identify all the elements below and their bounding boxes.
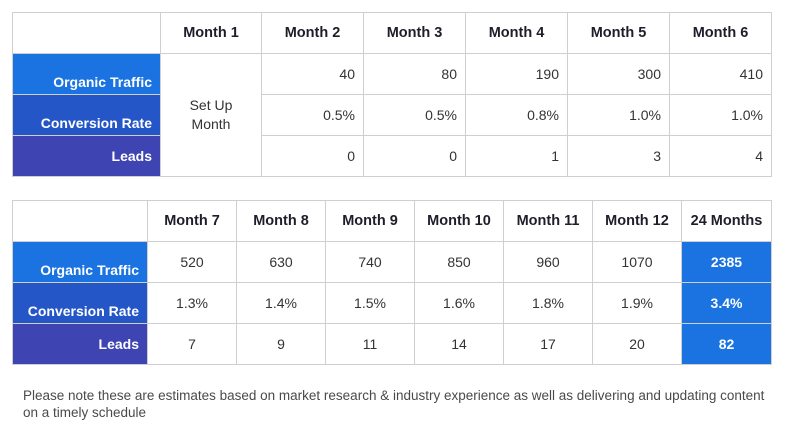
corner-cell: [12, 200, 148, 242]
corner-cell: [12, 12, 161, 54]
total-cell: 2385: [681, 241, 772, 283]
table-header-row: Month 1 Month 2 Month 3 Month 4 Month 5 …: [12, 12, 772, 54]
cell-value: 850: [414, 241, 504, 283]
cell-value: 80: [363, 53, 466, 95]
setup-month-cell: Set Up Month: [160, 53, 262, 177]
cell-value: 20: [592, 323, 682, 365]
cell-value: 0.5%: [261, 94, 364, 136]
header-month-11: Month 11: [503, 200, 593, 242]
header-month-6: Month 6: [669, 12, 772, 54]
cell-value: 960: [503, 241, 593, 283]
row-label-organic-traffic: Organic Traffic: [12, 53, 161, 95]
header-month-7: Month 7: [147, 200, 237, 242]
cell-value: 1.3%: [147, 282, 237, 324]
total-cell: 82: [681, 323, 772, 365]
row-label-conversion-rate: Conversion Rate: [12, 94, 161, 136]
cell-value: 410: [669, 53, 772, 95]
header-month-5: Month 5: [567, 12, 670, 54]
estimate-disclaimer: Please note these are estimates based on…: [23, 388, 765, 420]
header-month-2: Month 2: [261, 12, 364, 54]
table-row: Organic Traffic Set Up Month 40 80 190 3…: [12, 53, 772, 177]
cell-value: 4: [669, 135, 772, 177]
header-month-10: Month 10: [414, 200, 504, 242]
cell-value: 0: [261, 135, 364, 177]
table-row: Organic Traffic 520 630 740 850 960 1070…: [12, 241, 772, 283]
cell-value: 1070: [592, 241, 682, 283]
cell-value: 0.5%: [363, 94, 466, 136]
header-month-8: Month 8: [236, 200, 326, 242]
table-header-row: Month 7 Month 8 Month 9 Month 10 Month 1…: [12, 200, 772, 242]
cell-value: 7: [147, 323, 237, 365]
setup-text: Set Up Month: [189, 97, 233, 132]
cell-value: 1.9%: [592, 282, 682, 324]
cell-value: 0.8%: [465, 94, 568, 136]
cell-value: 1.8%: [503, 282, 593, 324]
cell-value: 1.5%: [325, 282, 415, 324]
header-month-4: Month 4: [465, 12, 568, 54]
table-row: Conversion Rate 0.5% 0.5% 0.8% 1.0% 1.0%: [12, 94, 772, 136]
header-month-1: Month 1: [160, 12, 262, 54]
cell-value: 740: [325, 241, 415, 283]
table-row: Conversion Rate 1.3% 1.4% 1.5% 1.6% 1.8%…: [12, 282, 772, 324]
cell-value: 1.6%: [414, 282, 504, 324]
total-cell: 3.4%: [681, 282, 772, 324]
table-row: Leads 0 0 1 3 4: [12, 135, 772, 177]
table-row: Leads 7 9 11 14 17 20 82: [12, 323, 772, 365]
cell-value: 14: [414, 323, 504, 365]
cell-value: 17: [503, 323, 593, 365]
cell-value: 0: [363, 135, 466, 177]
header-24-months: 24 Months: [681, 200, 772, 242]
cell-value: 3: [567, 135, 670, 177]
cell-value: 40: [261, 53, 364, 95]
header-month-9: Month 9: [325, 200, 415, 242]
header-month-12: Month 12: [592, 200, 682, 242]
cell-value: 630: [236, 241, 326, 283]
header-month-3: Month 3: [363, 12, 466, 54]
cell-value: 300: [567, 53, 670, 95]
cell-value: 520: [147, 241, 237, 283]
cell-value: 9: [236, 323, 326, 365]
cell-value: 11: [325, 323, 415, 365]
cell-value: 190: [465, 53, 568, 95]
forecast-table-months-7-24: Month 7 Month 8 Month 9 Month 10 Month 1…: [12, 200, 772, 365]
cell-value: 1.4%: [236, 282, 326, 324]
cell-value: 1.0%: [669, 94, 772, 136]
cell-value: 1.0%: [567, 94, 670, 136]
row-label-leads: Leads: [12, 323, 148, 365]
row-label-conversion-rate: Conversion Rate: [12, 282, 148, 324]
forecast-table-months-1-6: Month 1 Month 2 Month 3 Month 4 Month 5 …: [12, 12, 772, 177]
row-label-leads: Leads: [12, 135, 161, 177]
row-label-organic-traffic: Organic Traffic: [12, 241, 148, 283]
cell-value: 1: [465, 135, 568, 177]
